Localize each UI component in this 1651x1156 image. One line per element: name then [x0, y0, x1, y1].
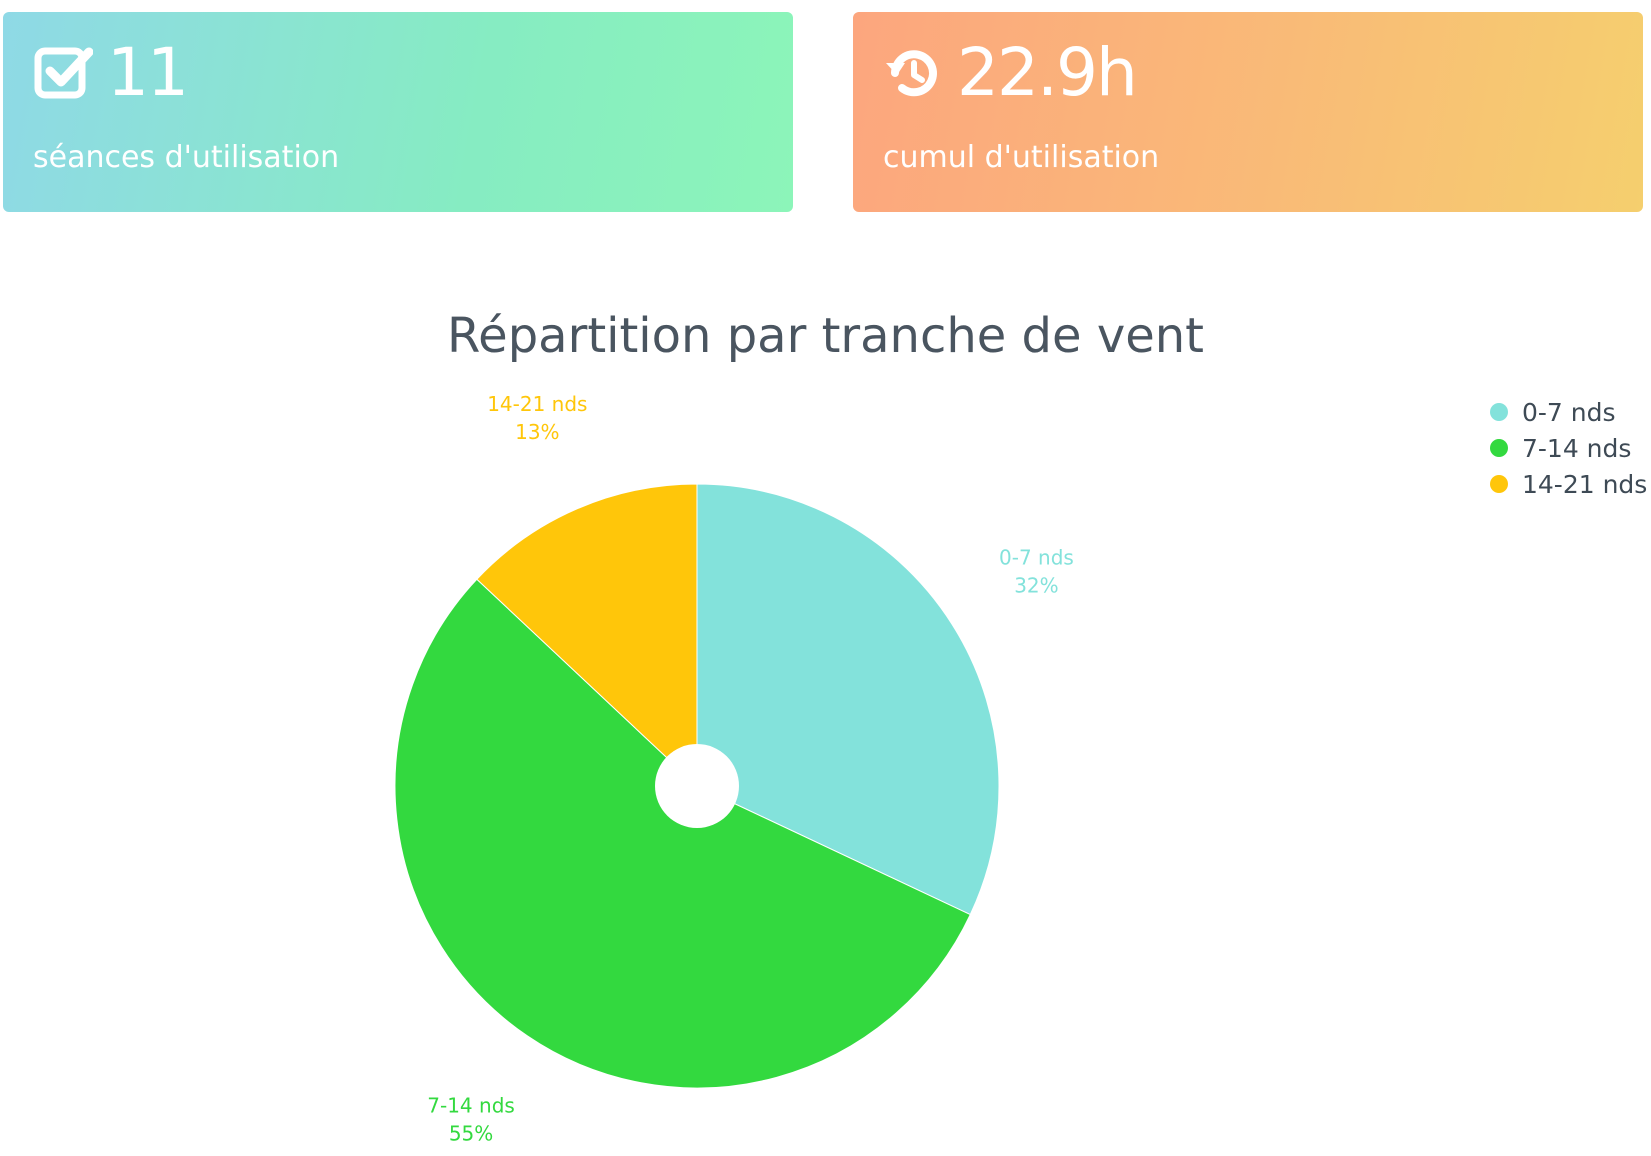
- legend-item[interactable]: 0-7 nds: [1490, 394, 1647, 430]
- legend-color-dot: [1490, 439, 1508, 457]
- sessions-stat-card: 11 séances d'utilisation: [3, 12, 793, 212]
- pie-slice-14-21-nds[interactable]: [476, 483, 698, 788]
- pie-slice-0-7-nds[interactable]: [696, 483, 1000, 916]
- pie-label-category: 0-7 nds: [999, 546, 1074, 570]
- chart-legend: 0-7 nds 7-14 nds 14-21 nds: [1490, 394, 1647, 502]
- checkbox-checked-icon: [34, 47, 93, 99]
- legend-label: 7-14 nds: [1522, 433, 1632, 463]
- legend-color-dot: [1490, 475, 1508, 493]
- pie-label-value: 32%: [1014, 574, 1058, 598]
- duration-value: 22.9h: [957, 34, 1138, 111]
- pie-label-category: 14-21 nds: [487, 392, 587, 416]
- legend-item[interactable]: 14-21 nds: [1490, 466, 1647, 502]
- legend-label: 0-7 nds: [1522, 397, 1616, 427]
- pie-label-value: 13%: [515, 420, 559, 444]
- duration-stat-card: 22.9h cumul d'utilisation: [853, 12, 1643, 212]
- pie-label-value: 55%: [449, 1121, 493, 1145]
- legend-item[interactable]: 7-14 nds: [1490, 430, 1647, 466]
- sessions-label: séances d'utilisation: [33, 140, 340, 175]
- sessions-value: 11: [107, 34, 189, 111]
- legend-label: 14-21 nds: [1522, 469, 1648, 499]
- legend-color-dot: [1490, 403, 1508, 421]
- pie-label-category: 7-14 nds: [427, 1093, 515, 1117]
- pie-slice-7-14-nds[interactable]: [394, 578, 971, 1089]
- duration-label: cumul d'utilisation: [883, 140, 1160, 175]
- duration-stat-header: 22.9h: [883, 34, 1138, 111]
- sessions-stat-header: 11: [33, 34, 189, 111]
- chart-title: Répartition par tranche de vent: [446, 308, 1204, 364]
- pie-center-hole: [655, 744, 739, 828]
- history-clock-icon: [886, 50, 937, 97]
